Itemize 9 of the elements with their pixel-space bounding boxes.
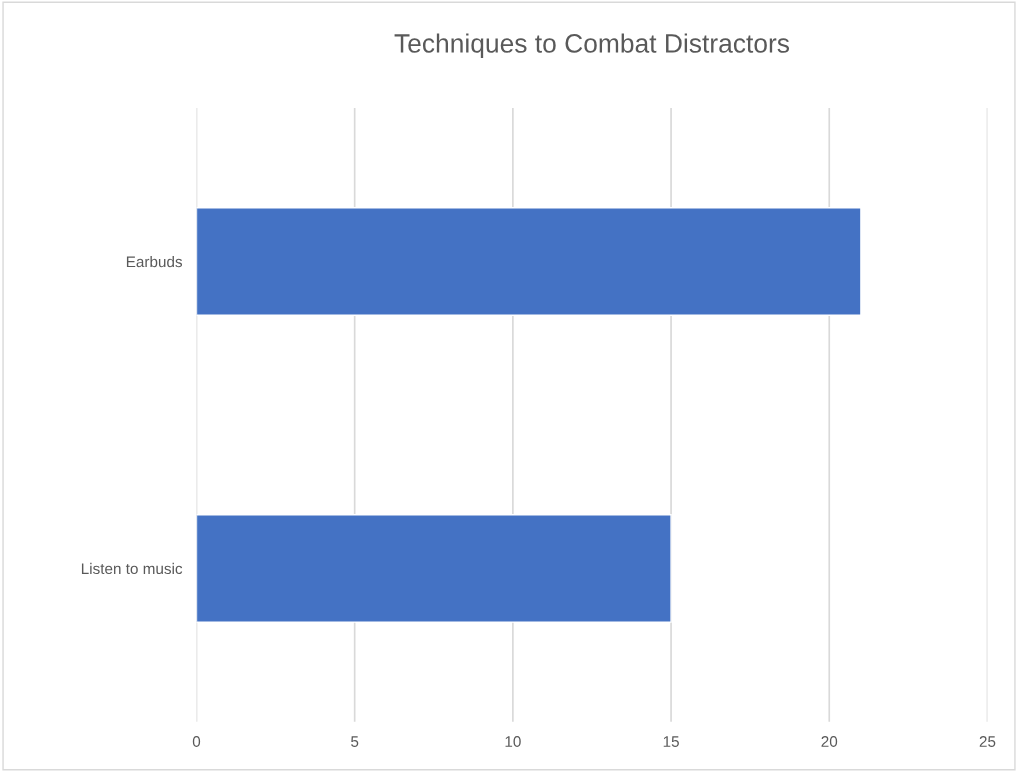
chart-title: Techniques to Combat Distractors [394, 33, 790, 58]
x-tick-label: 5 [351, 736, 359, 747]
x-tick-label: 15 [663, 736, 679, 747]
x-tick-label: 0 [192, 736, 201, 747]
y-tick-label: Earbuds [126, 255, 183, 268]
y-tick-label: Listen to music [81, 562, 183, 575]
x-tick-label: 20 [821, 736, 838, 747]
x-tick-label: 25 [979, 736, 996, 747]
x-tick-label: 10 [505, 736, 521, 747]
